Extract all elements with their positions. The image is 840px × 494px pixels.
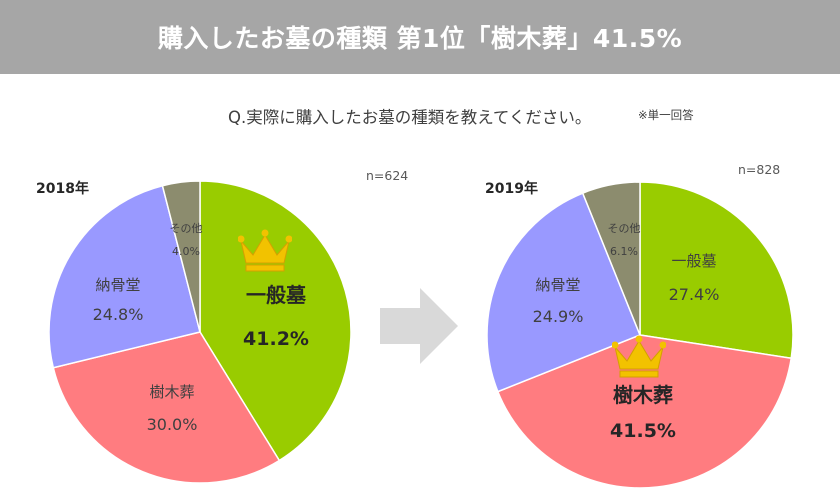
chart-2019-n: n=828 (738, 162, 781, 177)
slice-label-ippan: 一般墓 (671, 252, 716, 270)
crown-icon (238, 229, 292, 272)
question-text: Q.実際に購入したお墓の種類を教えてください。 (228, 108, 592, 127)
slice-value-sonota: 4.0% (172, 245, 200, 258)
slice-value-noukotsu: 24.8% (93, 305, 144, 324)
slice-value-jumoku: 30.0% (147, 415, 198, 434)
slice-label-sonota: その他 (608, 222, 641, 235)
pie-slice-sonota (161, 180, 201, 333)
chart-2018-n: n=624 (366, 168, 409, 183)
arrow-shape (380, 288, 458, 364)
single-answer-note: ※単一回答 (638, 108, 694, 122)
pie-slice-sonota (581, 181, 641, 336)
right-arrow-icon (380, 288, 458, 364)
slice-label-jumoku: 樹木葬 (613, 383, 673, 407)
slice-label-sonota: その他 (170, 222, 203, 235)
page-title: 購入したお墓の種類 第1位「樹木葬」41.5% (157, 24, 683, 53)
slice-label-ippan: 一般墓 (246, 283, 307, 307)
slice-label-noukotsu: 納骨堂 (535, 276, 580, 294)
slice-label-noukotsu: 納骨堂 (95, 276, 140, 294)
slice-value-jumoku: 41.5% (610, 420, 676, 442)
pie-slice-ippan (639, 181, 794, 360)
chart-2019-title: 2019年 (485, 181, 538, 197)
slice-value-sonota: 6.1% (610, 245, 638, 258)
slice-label-jumoku: 樹木葬 (149, 383, 194, 401)
slice-value-ippan: 27.4% (669, 285, 720, 304)
slice-value-noukotsu: 24.9% (533, 307, 584, 326)
pie-slice-noukotsu (48, 184, 201, 369)
page-title-banner: 購入したお墓の種類 第1位「樹木葬」41.5% (0, 0, 840, 74)
pie-slice-jumoku (52, 331, 281, 484)
slice-value-ippan: 41.2% (243, 328, 309, 350)
pie-slice-ippan (199, 180, 352, 462)
chart-2018-title: 2018年 (36, 181, 89, 197)
pie-slice-noukotsu (486, 192, 641, 393)
pie-slice-jumoku (496, 334, 793, 489)
crown-icon (612, 335, 666, 378)
